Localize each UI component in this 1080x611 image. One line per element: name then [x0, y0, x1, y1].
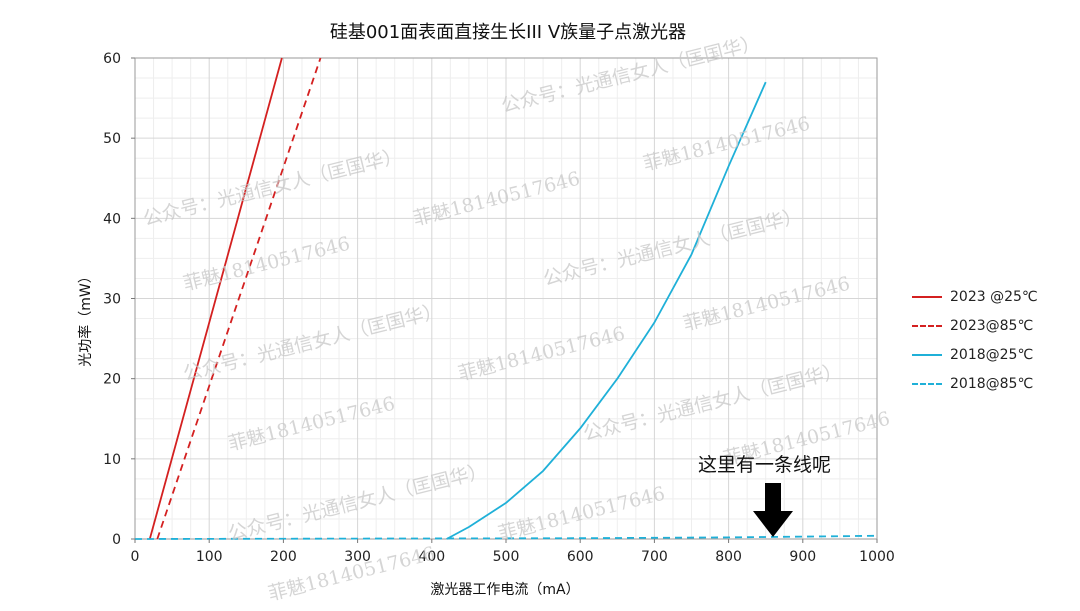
x-tick-label: 1000 [859, 549, 895, 565]
legend-swatch [912, 295, 942, 298]
x-tick-label: 700 [641, 549, 668, 565]
legend-swatch [912, 353, 942, 356]
series-layer [134, 57, 878, 540]
legend-swatch [912, 382, 942, 385]
x-tick-label: 900 [789, 549, 816, 565]
x-axis-label: 激光器工作电流（mA） [430, 581, 579, 598]
x-tick-label: 0 [131, 549, 140, 565]
chart-title: 硅基001面表面直接生长III V族量子点激光器 [330, 22, 686, 43]
y-tick-label: 10 [103, 452, 121, 468]
legend-item: 2018@85℃ [912, 369, 1038, 398]
annotation-text: 这里有一条线呢 [698, 454, 832, 476]
legend-item: 2018@25℃ [912, 340, 1038, 369]
legend-label: 2023@85℃ [950, 317, 1034, 334]
legend-item: 2023 @25℃ [912, 282, 1038, 311]
down-arrow-icon [753, 483, 793, 537]
legend-label: 2018@85℃ [950, 375, 1034, 392]
series-line-3 [134, 534, 878, 540]
series-line-2 [446, 81, 767, 540]
x-tick-label: 400 [418, 549, 445, 565]
x-tick-label: 200 [270, 549, 297, 565]
y-tick-label: 60 [103, 51, 121, 67]
y-tick-label: 30 [103, 292, 121, 308]
y-axis-label: 光功率（mW） [77, 269, 94, 366]
legend: 2023 @25℃ 2023@85℃ 2018@25℃ 2018@85℃ [912, 282, 1038, 398]
x-tick-label: 500 [493, 549, 520, 565]
x-tick-label: 300 [344, 549, 371, 565]
y-tick-label: 50 [103, 131, 121, 147]
legend-swatch [912, 324, 942, 327]
legend-label: 2018@25℃ [950, 346, 1034, 363]
series-line-0 [148, 57, 283, 540]
y-tick-label: 20 [103, 372, 121, 388]
series-line-1 [156, 57, 322, 540]
x-tick-label: 100 [196, 549, 223, 565]
legend-item: 2023@85℃ [912, 311, 1038, 340]
x-tick-label: 600 [567, 549, 594, 565]
legend-label: 2023 @25℃ [950, 288, 1038, 305]
y-tick-label: 40 [103, 211, 121, 227]
y-tick-label: 0 [112, 532, 121, 548]
ticks-layer: 0 100 200 300 400 500 600 700 800 900 1000 0 10 20 30 4… [103, 51, 895, 565]
x-tick-label: 800 [715, 549, 742, 565]
